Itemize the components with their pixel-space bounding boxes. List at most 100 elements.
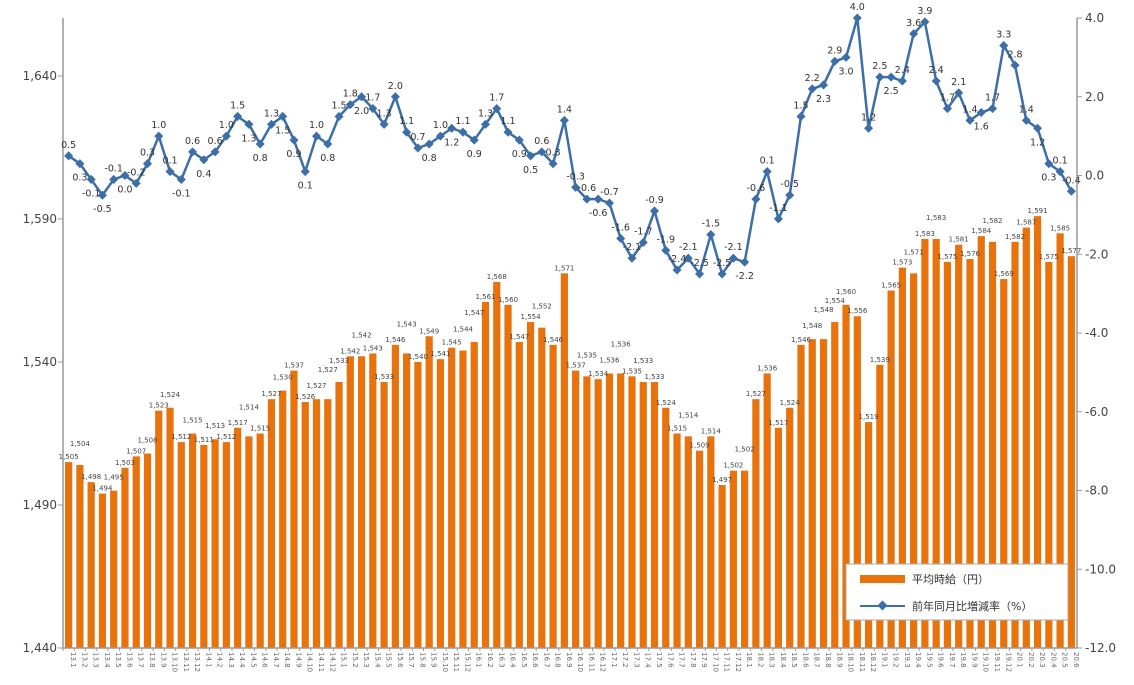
x-tick-label: 16.6 — [531, 652, 539, 668]
x-tick-label: 13.1 — [69, 652, 77, 668]
bar-data-label: 1,494 — [92, 485, 113, 493]
bar — [977, 236, 985, 648]
bar-data-label: 1,497 — [712, 476, 732, 484]
line-data-label: 0.3 — [1041, 173, 1056, 184]
bar — [526, 321, 535, 648]
x-tick-label: 19.2 — [892, 652, 900, 668]
line-marker — [368, 104, 378, 114]
bar-data-label: 1,581 — [949, 236, 969, 244]
bar — [876, 364, 884, 648]
line-data-label: -2.1 — [679, 242, 698, 253]
x-tick-label: 15.8 — [418, 652, 426, 668]
bar — [87, 482, 95, 648]
bar-data-label: 1,498 — [81, 473, 101, 481]
bar-data-label: 1,543 — [363, 344, 383, 352]
right-tick-label: -8.0 — [1085, 484, 1108, 498]
bar — [763, 373, 771, 648]
line-marker — [762, 167, 772, 177]
line-data-label: -0.1 — [104, 163, 123, 174]
bar — [222, 442, 230, 648]
bar-data-label: 1,511 — [194, 436, 214, 444]
bar-data-label: 1,524 — [160, 391, 181, 399]
bar-data-label: 1,533 — [374, 373, 394, 381]
bar — [932, 239, 940, 648]
x-tick-label: 17.11 — [723, 652, 731, 672]
x-tick-label: 14.12 — [328, 652, 336, 672]
x-tick-label: 15.12 — [463, 652, 471, 672]
x-tick-label: 16.1 — [475, 652, 483, 668]
x-tick-label: 18.11 — [858, 652, 866, 672]
bar-data-label: 1,524 — [780, 399, 801, 407]
line-marker — [773, 214, 783, 224]
line-data-label: 0.3 — [140, 148, 155, 159]
bar-data-label: 1,536 — [611, 340, 632, 348]
line-data-label: 1.4 — [1019, 104, 1034, 115]
x-tick-label: 17.2 — [621, 652, 629, 668]
bar — [211, 439, 219, 648]
line-marker — [548, 159, 558, 169]
right-tick-label: -2.0 — [1085, 247, 1108, 261]
legend-box — [845, 563, 1069, 621]
line-data-label: 1.0 — [433, 120, 448, 131]
x-tick-label: 15.7 — [407, 652, 415, 668]
line-marker — [266, 119, 276, 129]
bar — [110, 490, 118, 648]
line-path — [67, 17, 1073, 277]
line-marker — [390, 92, 400, 102]
bar-data-label: 1,576 — [960, 250, 981, 258]
x-tick-label: 15.1 — [340, 652, 348, 668]
line-data-label: 0.3 — [72, 173, 87, 184]
bar-data-label: 1,540 — [408, 353, 428, 361]
bar — [808, 339, 816, 648]
bar — [188, 433, 197, 648]
x-tick-label: 17.1 — [610, 652, 618, 668]
x-tick-label: 17.5 — [655, 652, 663, 668]
line-data-label: 0.8 — [320, 153, 335, 164]
bar — [752, 399, 760, 648]
bar-data-label: 1,537 — [284, 362, 304, 370]
bar-data-label: 1,527 — [261, 390, 281, 398]
line-data-label: 2.0 — [354, 106, 369, 117]
bar — [887, 290, 895, 648]
bar — [425, 336, 433, 648]
line-data-label: -1.9 — [656, 234, 675, 245]
bar-data-label: 1,527 — [746, 390, 766, 398]
x-tick-label: 18.9 — [835, 652, 843, 668]
line-data-label: 1.3 — [241, 133, 256, 144]
x-tick-label: 19.4 — [914, 652, 922, 668]
line-data-label: 0.5 — [61, 140, 76, 151]
x-tick-label: 13.6 — [125, 652, 133, 668]
bar — [279, 390, 287, 648]
x-tick-label: 19.12 — [1004, 652, 1012, 672]
bar — [245, 436, 253, 648]
bar-data-label: 1,519 — [859, 413, 879, 421]
bar-data-label: 1,536 — [599, 356, 620, 364]
bar-data-label: 1,513 — [205, 422, 225, 430]
line-marker — [188, 147, 198, 157]
x-tick-label: 17.10 — [711, 652, 719, 672]
bar — [1022, 227, 1030, 648]
x-tick-label: 20.6 — [1072, 652, 1080, 668]
bar — [966, 259, 974, 648]
right-tick-label: -10.0 — [1085, 562, 1116, 576]
bar — [617, 373, 625, 648]
bar — [200, 444, 208, 648]
line-marker — [931, 76, 941, 86]
line-marker — [875, 72, 885, 82]
line-marker — [796, 111, 806, 121]
line-data-label: -0.1 — [82, 188, 101, 199]
line-data-label: 0.9 — [512, 149, 527, 160]
line-marker — [649, 206, 660, 216]
line-data-label: -2.2 — [735, 271, 754, 282]
x-tick-label: 19.6 — [937, 652, 945, 668]
bar-data-label: 1,573 — [892, 259, 912, 267]
x-tick-label: 18.12 — [869, 652, 877, 672]
line-data-label: 1.4 — [962, 104, 977, 115]
right-tick-label: -6.0 — [1085, 405, 1108, 419]
line-marker — [604, 198, 614, 208]
bar — [707, 436, 715, 648]
line-marker — [830, 56, 840, 66]
bar-data-label: 1,517 — [228, 419, 248, 427]
line-data-label: 1.7 — [985, 93, 1000, 104]
bar-data-label: 1,512 — [216, 433, 236, 441]
